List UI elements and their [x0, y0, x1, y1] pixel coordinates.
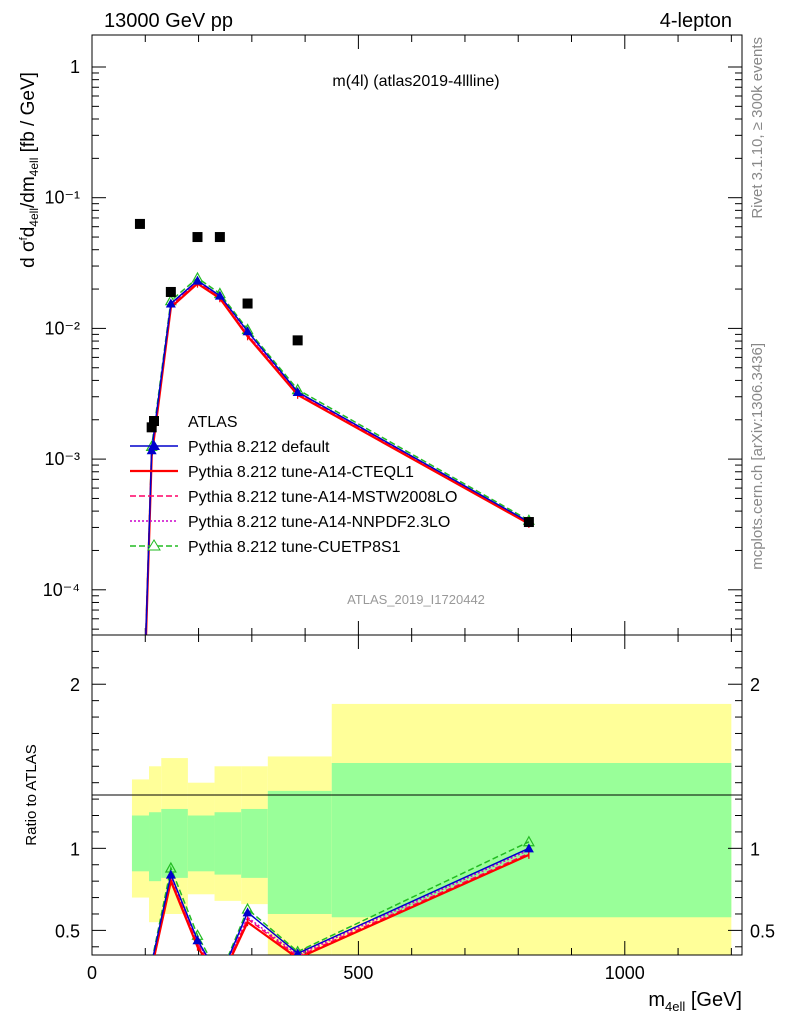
ratio-y-tick-label-right: 2 — [750, 675, 760, 695]
inner-band — [187, 815, 215, 872]
legend-label: Pythia 8.212 tune-A14-MSTW2008LO — [188, 489, 457, 506]
ratio-series — [152, 835, 535, 955]
ratio-series-marker — [242, 907, 253, 917]
legend-atlas-marker — [149, 416, 159, 426]
atlas-data-point — [214, 232, 225, 243]
y-tick-label: 10⁻⁴ — [43, 580, 80, 600]
watermark: ATLAS_2019_I1720442 — [347, 592, 485, 607]
inner-band — [161, 808, 188, 878]
inner-band — [131, 815, 150, 872]
legend-marker — [148, 440, 160, 450]
mc-series-marker — [292, 387, 303, 397]
mc-series-marker — [214, 290, 225, 300]
mc-series-marker — [242, 326, 253, 336]
ratio-series-marker — [165, 869, 176, 879]
inner-band — [241, 808, 268, 878]
main-plot-title: m(4l) (atlas2019-4llline) — [332, 73, 499, 90]
atlas-data-point — [134, 218, 145, 229]
atlas-data-point — [146, 422, 157, 433]
legend-marker — [147, 539, 161, 551]
header-right: 4-lepton — [660, 10, 732, 32]
y-axis-label: d σfd4ell/dm4ell [fb / GeV] — [18, 72, 41, 268]
main-plot-panel: m(4l) (atlas2019-4llline) ATLAS_2019_I17… — [18, 34, 743, 636]
header-left: 13000 GeV pp — [104, 10, 233, 32]
atlas-data-point — [165, 286, 176, 297]
main-y-ticks: 1 10⁻¹ 10⁻² 10⁻³ 10⁻⁴ — [43, 35, 742, 635]
ratio-series-line — [152, 847, 530, 955]
ratio-y-tick-label-right: 1 — [750, 839, 760, 859]
mc-series-marker — [192, 275, 203, 285]
atlas-data-point — [192, 232, 203, 243]
legend: ATLAS Pythia 8.212 default Pythia 8.212 tu… — [130, 414, 457, 556]
ratio-plot-panel: Ratio to ATLAS m4ell [GeV] 0.5 0.5 1 1 2 2 0 50… — [23, 634, 775, 1014]
ratio-series-line — [153, 853, 530, 955]
legend-label: ATLAS — [188, 414, 238, 431]
inner-band — [267, 790, 332, 914]
legend-label: Pythia 8.212 tune-A14-NNPDF2.3LO — [188, 514, 450, 531]
x-axis-label: m4ell [GeV] — [648, 989, 742, 1014]
x-tick-label: 0 — [87, 963, 97, 983]
ratio-y-axis-label: Ratio to ATLAS — [23, 744, 40, 845]
inner-band — [214, 812, 242, 875]
atlas-data-point — [523, 517, 534, 528]
x-tick-label: 1000 — [605, 963, 645, 983]
legend-label: Pythia 8.212 default — [188, 439, 330, 456]
y-tick-label: 10⁻³ — [44, 449, 80, 469]
ratio-series-marker — [293, 948, 302, 955]
ratio-y-tick-label: 1 — [70, 839, 80, 859]
ratio-y-tick-label-right: 0.5 — [750, 921, 775, 941]
uncertainty-bands — [131, 703, 732, 955]
ratio-y-tick-label: 0.5 — [55, 921, 80, 941]
ratio-series-marker — [192, 935, 203, 945]
legend-label: Pythia 8.212 tune-A14-CTEQL1 — [188, 464, 414, 481]
rivet-label: Rivet 3.1.10, ≥ 300k events — [749, 37, 766, 219]
legend-label: Pythia 8.212 tune-CUETP8S1 — [188, 539, 401, 556]
y-tick-label: 10⁻¹ — [44, 188, 80, 208]
ratio-series-marker — [523, 843, 534, 853]
main-series — [134, 218, 535, 635]
inner-band — [331, 763, 732, 918]
inner-band — [149, 812, 162, 882]
atlas-data-point — [242, 298, 253, 309]
mcplots-label: mcplots.cern.ch [arXiv:1306.3436] — [749, 343, 766, 570]
ratio-ticks: 0.5 0.5 1 1 2 2 0 500 1000 — [55, 635, 775, 983]
y-tick-label: 10⁻² — [44, 318, 80, 338]
y-tick-label: 1 — [70, 57, 80, 77]
mc-series-marker — [165, 298, 176, 308]
ratio-y-tick-label: 2 — [70, 675, 80, 695]
atlas-data-point — [292, 335, 303, 346]
x-tick-label: 500 — [343, 963, 373, 983]
